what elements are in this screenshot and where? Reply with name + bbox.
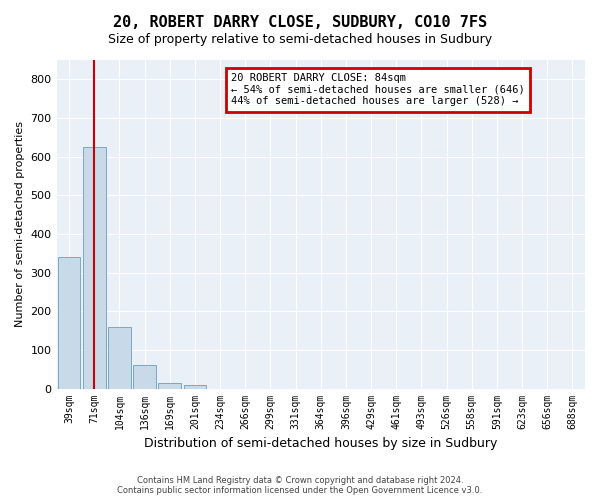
Bar (58, 257, 80, 388)
Bar (184, 386, 206, 388)
Text: Size of property relative to semi-detached houses in Sudbury: Size of property relative to semi-detach… (108, 32, 492, 46)
Bar (133, 364, 156, 388)
Y-axis label: Number of semi-detached properties: Number of semi-detached properties (15, 122, 25, 328)
Bar (83, 147, 106, 388)
Bar (158, 383, 181, 388)
X-axis label: Distribution of semi-detached houses by size in Sudbury: Distribution of semi-detached houses by … (144, 437, 497, 450)
Text: 20, ROBERT DARRY CLOSE, SUDBURY, CO10 7FS: 20, ROBERT DARRY CLOSE, SUDBURY, CO10 7F… (113, 15, 487, 30)
Text: 20 ROBERT DARRY CLOSE: 84sqm
← 54% of semi-detached houses are smaller (646)
44%: 20 ROBERT DARRY CLOSE: 84sqm ← 54% of se… (231, 73, 524, 106)
Bar (108, 326, 131, 388)
Text: Contains HM Land Registry data © Crown copyright and database right 2024.
Contai: Contains HM Land Registry data © Crown c… (118, 476, 482, 495)
